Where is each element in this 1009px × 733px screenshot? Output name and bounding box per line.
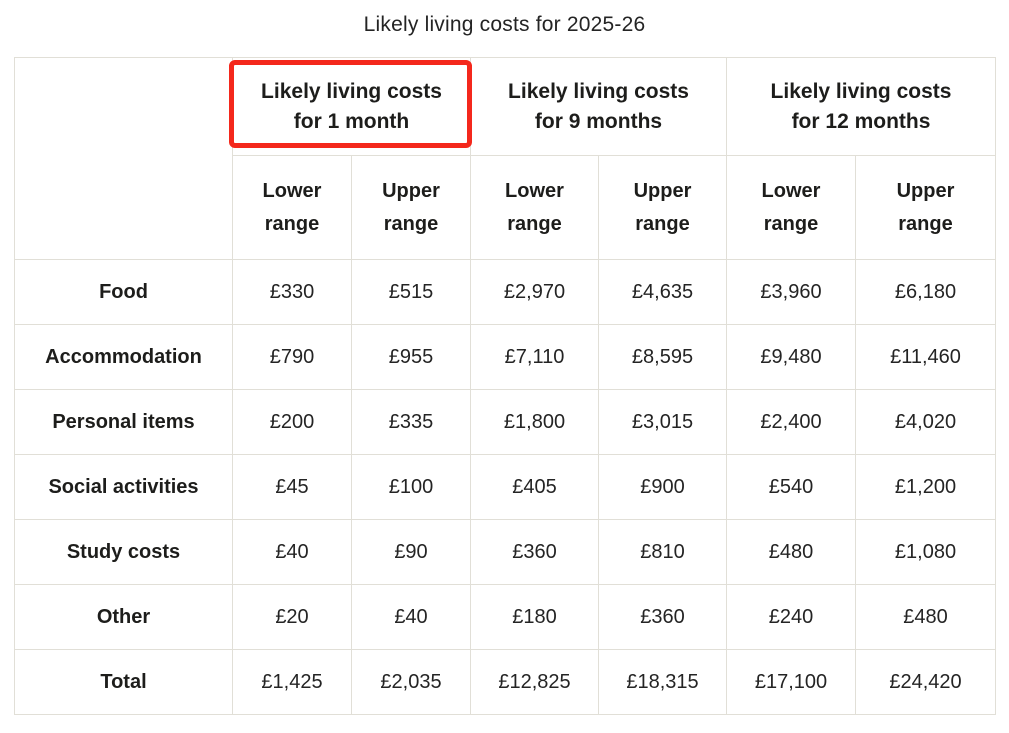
group-header-9-months: Likely living costs for 9 months	[470, 57, 727, 156]
cell: £900	[598, 454, 727, 520]
cell: £6,180	[855, 259, 996, 325]
cell: £790	[232, 324, 352, 390]
row-label: Personal items	[14, 389, 233, 455]
table-row-other: Other £20 £40 £180 £360 £240 £480	[14, 584, 996, 650]
subheader-row: Lower range Upper range Lower range Uppe…	[15, 155, 996, 260]
cell: £515	[351, 259, 471, 325]
cell: £20	[232, 584, 352, 650]
cell: £2,400	[726, 389, 856, 455]
subheader-1-month-upper: Upper range	[351, 155, 471, 260]
cell: £1,200	[855, 454, 996, 520]
row-label: Social activities	[14, 454, 233, 520]
subheader-9-months-lower: Lower range	[470, 155, 599, 260]
table-row-food: Food £330 £515 £2,970 £4,635 £3,960 £6,1…	[14, 259, 996, 325]
cell: £3,015	[598, 389, 727, 455]
table-row-study-costs: Study costs £40 £90 £360 £810 £480 £1,08…	[14, 519, 996, 585]
cell: £3,960	[726, 259, 856, 325]
table-row-personal-items: Personal items £200 £335 £1,800 £3,015 £…	[14, 389, 996, 455]
table-row-accommodation: Accommodation £790 £955 £7,110 £8,595 £9…	[14, 324, 996, 390]
page-title: Likely living costs for 2025-26	[363, 13, 646, 36]
row-label: Food	[14, 259, 233, 325]
subheader-9-months-upper: Upper range	[598, 155, 727, 260]
cell: £330	[232, 259, 352, 325]
cell: £480	[726, 519, 856, 585]
group-header-1-month: Likely living costs for 1 month	[232, 57, 471, 156]
cell: £810	[598, 519, 727, 585]
cell: £405	[470, 454, 599, 520]
cell: £100	[351, 454, 471, 520]
cell: £1,425	[232, 649, 352, 715]
cell: £12,825	[470, 649, 599, 715]
cell: £180	[470, 584, 599, 650]
cell: £18,315	[598, 649, 727, 715]
table-row-social-activities: Social activities £45 £100 £405 £900 £54…	[14, 454, 996, 520]
group-header-12-months: Likely living costs for 12 months	[726, 57, 996, 156]
cell: £11,460	[855, 324, 996, 390]
row-label: Accommodation	[14, 324, 233, 390]
subheader-12-months-lower: Lower range	[726, 155, 856, 260]
cell: £1,800	[470, 389, 599, 455]
cell: £335	[351, 389, 471, 455]
subheader-1-month-lower: Lower range	[232, 155, 352, 260]
cell: £200	[232, 389, 352, 455]
row-label: Other	[14, 584, 233, 650]
cell: £90	[351, 519, 471, 585]
cell: £40	[232, 519, 352, 585]
group-header-12-months-label: Likely living costs for 12 months	[770, 80, 952, 133]
cell: £4,020	[855, 389, 996, 455]
cell: £240	[726, 584, 856, 650]
row-label: Total	[14, 649, 233, 715]
cell: £7,110	[470, 324, 599, 390]
row-label: Study costs	[14, 519, 233, 585]
cell: £40	[351, 584, 471, 650]
cell: £360	[470, 519, 599, 585]
cell: £24,420	[855, 649, 996, 715]
cell: £955	[351, 324, 471, 390]
cell: £45	[232, 454, 352, 520]
cell: £2,035	[351, 649, 471, 715]
group-header-1-month-label: Likely living costs for 1 month	[261, 80, 442, 133]
cell: £9,480	[726, 324, 856, 390]
table-row-total: Total £1,425 £2,035 £12,825 £18,315 £17,…	[14, 649, 996, 715]
cell: £17,100	[726, 649, 856, 715]
cell: £8,595	[598, 324, 727, 390]
group-header-9-months-label: Likely living costs for 9 months	[508, 80, 689, 133]
cell: £480	[855, 584, 996, 650]
group-header-row: Likely living costs for 1 month Likely l…	[14, 57, 996, 260]
cell: £1,080	[855, 519, 996, 585]
cell: £360	[598, 584, 727, 650]
cell: £4,635	[598, 259, 727, 325]
corner-cell	[14, 57, 233, 260]
cell: £2,970	[470, 259, 599, 325]
subheader-12-months-upper: Upper range	[855, 155, 996, 260]
cell: £540	[726, 454, 856, 520]
living-costs-table: Likely living costs for 1 month Likely l…	[14, 57, 996, 715]
